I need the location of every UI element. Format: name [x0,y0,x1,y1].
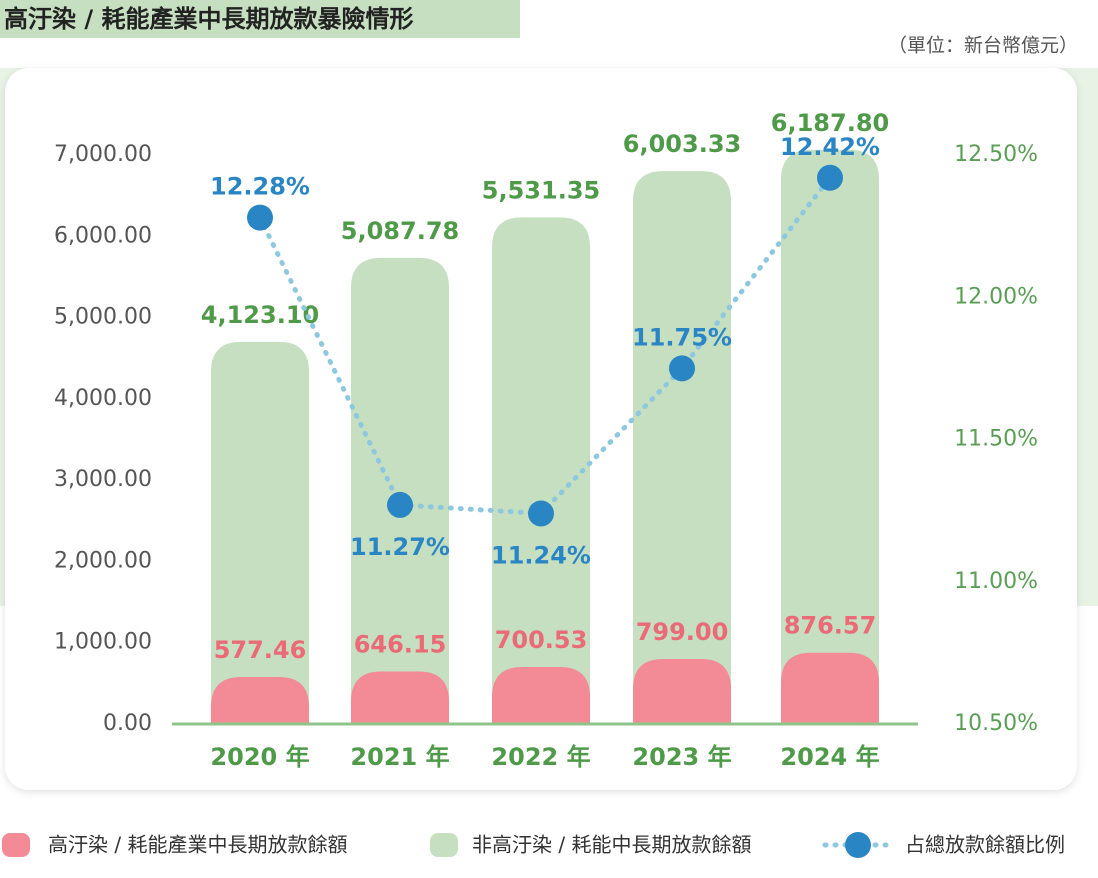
line-point [387,491,413,518]
y-tick-label: 1,000.00 [54,630,152,655]
legend-label: 高汙染 / 耗能產業中長期放款餘額 [48,833,347,857]
y-tick-label: 7,000.00 [54,142,152,167]
data-label: 876.57 [784,612,877,640]
legend-swatch [430,833,458,857]
legend-label: 非高汙染 / 耗能中長期放款餘額 [472,833,751,857]
bar-segment [211,677,309,724]
data-label: 4,123.10 [201,301,319,329]
y-tick-label: 3,000.00 [54,467,152,492]
x-tick-label: 2024 年 [780,743,879,771]
bar-segment [781,149,879,683]
bar-segment [211,341,309,708]
y2-tick-label: 10.50% [954,711,1038,736]
data-label: 11.75% [632,323,732,351]
chart-title: 高汙染 / 耗能產業中長期放款暴險情形 [4,5,413,33]
bar-segment [633,171,731,690]
legend-marker [845,832,871,858]
data-label: 12.42% [780,133,880,161]
x-tick-label: 2020 年 [210,743,309,771]
y-tick-label: 2,000.00 [54,548,152,573]
data-label: 5,087.78 [341,217,459,245]
y2-tick-label: 12.00% [954,284,1038,309]
x-tick-label: 2022 年 [491,743,590,771]
y-tick-label: 6,000.00 [54,223,152,248]
legend-label: 占總放款餘額比例 [905,833,1065,857]
line-point [669,355,695,382]
x-tick-label: 2021 年 [350,743,449,771]
data-label: 11.24% [491,541,591,569]
y-tick-label: 5,000.00 [54,305,152,330]
x-tick-label: 2023 年 [632,743,731,771]
legend-swatch [2,833,30,857]
data-label: 700.53 [495,626,588,654]
y-tick-label: 4,000.00 [54,386,152,411]
data-label: 12.28% [210,173,310,201]
y-tick-label: 0.00 [103,711,152,736]
bar-segment [351,671,449,724]
bar-segment [633,659,731,724]
bar-segment [781,652,879,724]
y2-tick-label: 11.00% [954,569,1038,594]
y2-tick-label: 11.50% [954,427,1038,452]
line-point [817,164,843,191]
line-point [528,500,554,527]
data-label: 799.00 [636,618,729,646]
unit-note: （單位：新台幣億元） [888,35,1078,57]
bar-segment [351,257,449,702]
data-label: 577.46 [214,636,307,664]
data-label: 6,003.33 [623,130,741,158]
line-point [247,204,273,231]
bar-segment [492,667,590,724]
data-label: 6,187.80 [771,109,889,137]
y2-tick-label: 12.50% [954,142,1038,167]
data-label: 646.15 [354,630,447,658]
title-bg [0,0,520,38]
data-label: 5,531.35 [482,176,600,204]
bar-segment [492,217,590,698]
data-label: 11.27% [350,533,450,561]
